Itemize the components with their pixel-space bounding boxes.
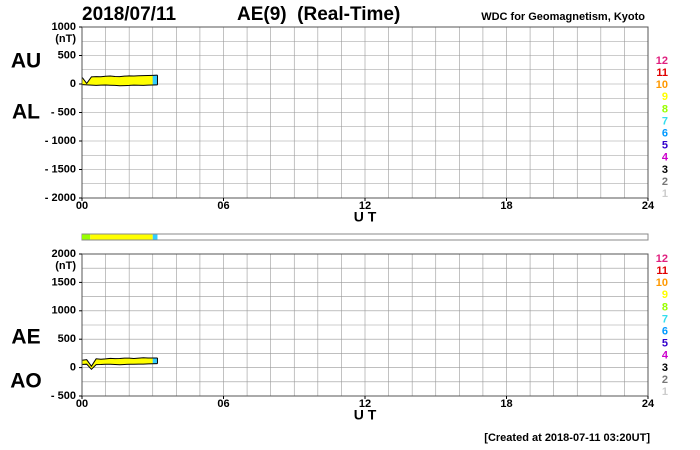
series-line <box>81 84 158 87</box>
legend-entry: 9 <box>662 91 668 103</box>
x-axis-label: U T <box>354 407 377 423</box>
chart-title: AE(9) (Real-Time) <box>237 4 400 25</box>
legend-entry: 11 <box>656 265 668 277</box>
y-tick-label: 0 <box>70 362 76 374</box>
legend-entry: 11 <box>656 67 668 79</box>
y-tick-label: 1000 <box>52 305 76 317</box>
legend-entry: 4 <box>662 350 669 362</box>
series-line <box>81 363 158 371</box>
legend-entry: 7 <box>662 313 668 325</box>
legend-entry: 1 <box>662 188 668 200</box>
series-label: AL <box>12 101 40 124</box>
y-tick-label: - 1000 <box>45 135 76 147</box>
legend-entry: 8 <box>662 301 668 313</box>
series-line <box>81 74 158 85</box>
legend-entry: 5 <box>662 338 668 350</box>
band-fill <box>152 75 158 86</box>
source: WDC for Geomagnetism, Kyoto <box>481 11 645 23</box>
y-unit: (nT) <box>55 33 76 45</box>
y-tick-label: 1000 <box>52 21 76 33</box>
series-line <box>81 357 158 368</box>
legend-entry: 4 <box>662 152 669 164</box>
footer: [Created at 2018-07-11 03:20UT] <box>484 432 650 444</box>
legend-entry: 8 <box>662 103 668 115</box>
x-tick-label: 12 <box>359 398 371 410</box>
coverage-strip <box>81 233 649 241</box>
x-tick-label: 00 <box>76 200 88 212</box>
legend-entry: 9 <box>662 289 668 301</box>
y-tick-label: 0 <box>70 78 76 90</box>
y-tick-label: - 500 <box>51 106 76 118</box>
x-tick-label: 12 <box>359 200 371 212</box>
x-tick-label: 18 <box>500 398 512 410</box>
legend-entry: 1 <box>662 386 668 398</box>
x-tick-label: 24 <box>642 200 655 212</box>
x-tick-label: 06 <box>217 398 229 410</box>
y-tick-label: 500 <box>58 333 76 345</box>
legend-entry: 2 <box>662 176 668 188</box>
y-tick-label: - 1500 <box>45 163 76 175</box>
coverage-segment <box>90 234 153 240</box>
x-tick-label: 24 <box>642 398 655 410</box>
legend-entry: 12 <box>656 55 668 67</box>
x-tick-label: 00 <box>76 398 88 410</box>
y-tick-label: 500 <box>58 49 76 61</box>
coverage-segment <box>82 234 91 240</box>
band-fill <box>82 357 153 370</box>
y-tick-label: 2000 <box>52 248 76 260</box>
coverage-segment <box>152 234 158 240</box>
x-tick-label: 06 <box>217 200 229 212</box>
series-label: AU <box>11 50 41 73</box>
band-fill <box>82 75 153 86</box>
legend-entry: 7 <box>662 115 668 127</box>
y-tick-label: - 2000 <box>45 192 76 204</box>
legend-entry: 10 <box>656 277 668 289</box>
y-tick-label: - 500 <box>51 390 76 402</box>
x-tick-label: 18 <box>500 200 512 212</box>
legend-entry: 5 <box>662 140 668 152</box>
series-label: AE <box>11 326 40 349</box>
y-tick-label: 1500 <box>52 276 76 288</box>
legend-entry: 12 <box>656 253 668 265</box>
legend-entry: 10 <box>656 79 668 91</box>
y-unit: (nT) <box>55 260 76 272</box>
date: 2018/07/11 <box>82 4 176 25</box>
band-fill <box>152 357 158 364</box>
x-axis-label: U T <box>354 209 377 225</box>
legend-entry: 2 <box>662 374 668 386</box>
legend-entry: 6 <box>662 128 668 140</box>
legend-entry: 6 <box>662 326 668 338</box>
legend-entry: 3 <box>662 164 668 176</box>
legend-entry: 3 <box>662 362 668 374</box>
series-label: AO <box>10 370 42 393</box>
